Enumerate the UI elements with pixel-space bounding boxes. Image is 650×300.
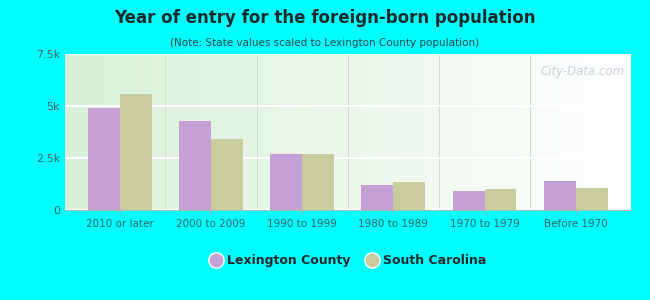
Text: City-Data.com: City-Data.com (541, 65, 625, 78)
Bar (361, 185, 393, 210)
Bar (120, 94, 151, 210)
Text: Year of entry for the foreign-born population: Year of entry for the foreign-born popul… (114, 9, 536, 27)
Bar (452, 191, 484, 210)
Bar (88, 108, 120, 210)
Text: (Note: State values scaled to Lexington County population): (Note: State values scaled to Lexington … (170, 38, 480, 47)
Bar (484, 189, 517, 210)
Bar (393, 182, 425, 210)
Bar (576, 188, 608, 210)
Bar (179, 121, 211, 210)
Bar (302, 154, 334, 210)
Bar (544, 181, 576, 210)
Legend: Lexington County, South Carolina: Lexington County, South Carolina (204, 249, 491, 272)
Bar (211, 139, 243, 210)
Bar (270, 154, 302, 210)
